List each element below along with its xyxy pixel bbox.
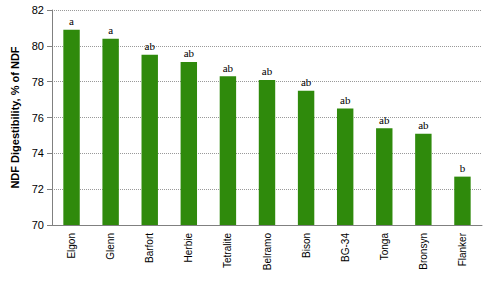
svg-text:Belramo: Belramo <box>262 233 273 271</box>
svg-text:80: 80 <box>32 40 44 52</box>
svg-text:BG-34: BG-34 <box>340 233 351 262</box>
svg-text:Elgon: Elgon <box>66 233 77 259</box>
svg-text:72: 72 <box>32 183 44 195</box>
svg-text:Tetralite: Tetralite <box>222 233 233 268</box>
svg-text:ab: ab <box>184 47 195 59</box>
svg-text:Bronsyn: Bronsyn <box>418 233 429 270</box>
svg-text:ab: ab <box>379 114 390 126</box>
svg-text:Tonga: Tonga <box>379 233 390 261</box>
svg-text:78: 78 <box>32 76 44 88</box>
svg-text:a: a <box>69 15 74 27</box>
svg-text:ab: ab <box>262 65 273 77</box>
svg-text:a: a <box>108 24 113 36</box>
svg-text:b: b <box>460 162 466 174</box>
svg-text:Glenn: Glenn <box>105 233 116 260</box>
svg-text:ab: ab <box>301 76 312 88</box>
svg-text:Barfort: Barfort <box>144 233 155 263</box>
svg-text:Herbie: Herbie <box>183 233 194 263</box>
svg-text:Flanker: Flanker <box>457 232 468 266</box>
svg-text:ab: ab <box>145 40 156 52</box>
svg-text:ab: ab <box>340 94 351 106</box>
svg-text:76: 76 <box>32 112 44 124</box>
svg-text:ab: ab <box>418 119 429 131</box>
svg-text:82: 82 <box>32 4 44 16</box>
svg-text:74: 74 <box>32 147 44 159</box>
svg-text:70: 70 <box>32 219 44 231</box>
svg-text:ab: ab <box>223 62 234 74</box>
svg-text:Bison: Bison <box>301 233 312 258</box>
svg-text:NDF Digestibility, % of NDF: NDF Digestibility, % of NDF <box>9 46 21 188</box>
